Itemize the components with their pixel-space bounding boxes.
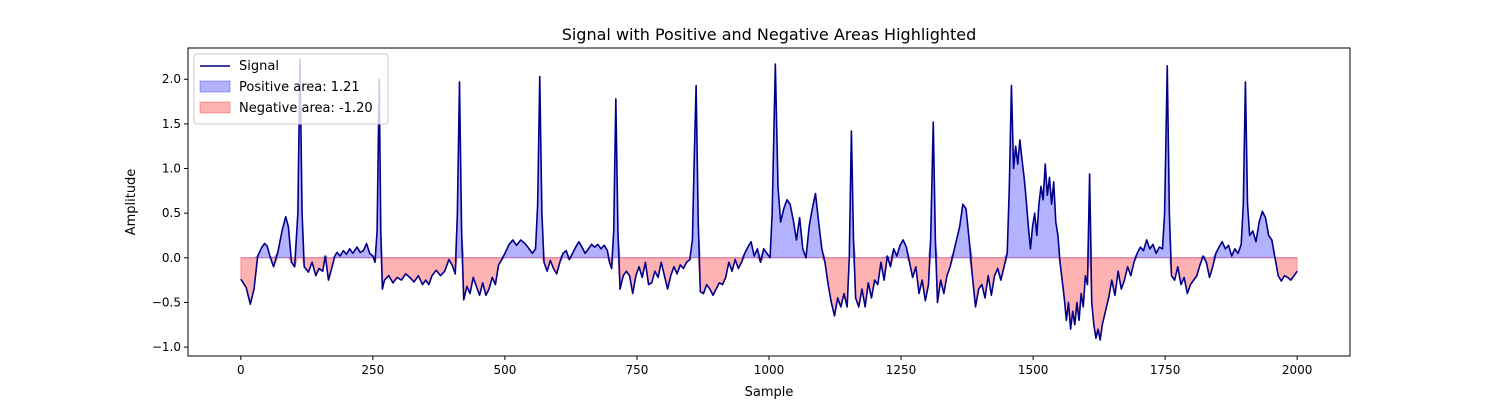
- y-axis: −1.0 −0.5 0.0 0.5 1.0 1.5 2.0: [152, 72, 188, 354]
- chart-title: Signal with Positive and Negative Areas …: [562, 25, 977, 44]
- x-tick-label: 750: [626, 363, 649, 377]
- legend: Signal Positive area: 1.21 Negative area…: [193, 53, 389, 125]
- y-axis-title: Amplitude: [124, 169, 139, 236]
- negative-area: [240, 256, 1298, 341]
- legend-label-signal: Signal: [239, 59, 279, 74]
- x-tick-label: 500: [493, 363, 516, 377]
- x-tick-label: 1000: [754, 363, 785, 377]
- y-tick-label: −0.5: [152, 295, 181, 309]
- x-tick-label: 1500: [1018, 363, 1049, 377]
- legend-box: [193, 53, 389, 125]
- x-tick-label: 2000: [1282, 363, 1313, 377]
- legend-swatch-negative: [199, 101, 231, 114]
- x-tick-label: 1750: [1150, 363, 1181, 377]
- x-axis-title: Sample: [745, 385, 794, 400]
- legend-label-negative: Negative area: -1.20: [239, 101, 373, 116]
- y-tick-label: 1.0: [162, 162, 181, 176]
- y-tick-label: 1.5: [162, 117, 181, 131]
- legend-swatch-positive: [199, 80, 231, 93]
- y-tick-label: 0.0: [162, 251, 181, 265]
- positive-area: [240, 59, 1298, 260]
- y-tick-label: 2.0: [162, 72, 181, 86]
- legend-label-positive: Positive area: 1.21: [239, 80, 360, 95]
- y-tick-label: −1.0: [152, 340, 181, 354]
- x-tick-label: 250: [361, 363, 384, 377]
- x-tick-label: 0: [237, 363, 245, 377]
- x-axis: 0 250 500 750 1000 1250 1500 1750 2000: [237, 356, 1312, 377]
- signal-line: [240, 58, 1298, 341]
- x-tick-label: 1250: [886, 363, 917, 377]
- y-tick-label: 0.5: [162, 206, 181, 220]
- area-fills: [240, 59, 1298, 341]
